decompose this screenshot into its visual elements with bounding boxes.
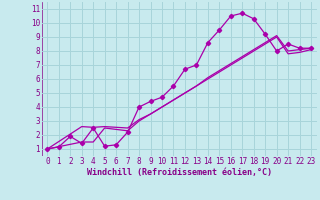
X-axis label: Windchill (Refroidissement éolien,°C): Windchill (Refroidissement éolien,°C): [87, 168, 272, 177]
